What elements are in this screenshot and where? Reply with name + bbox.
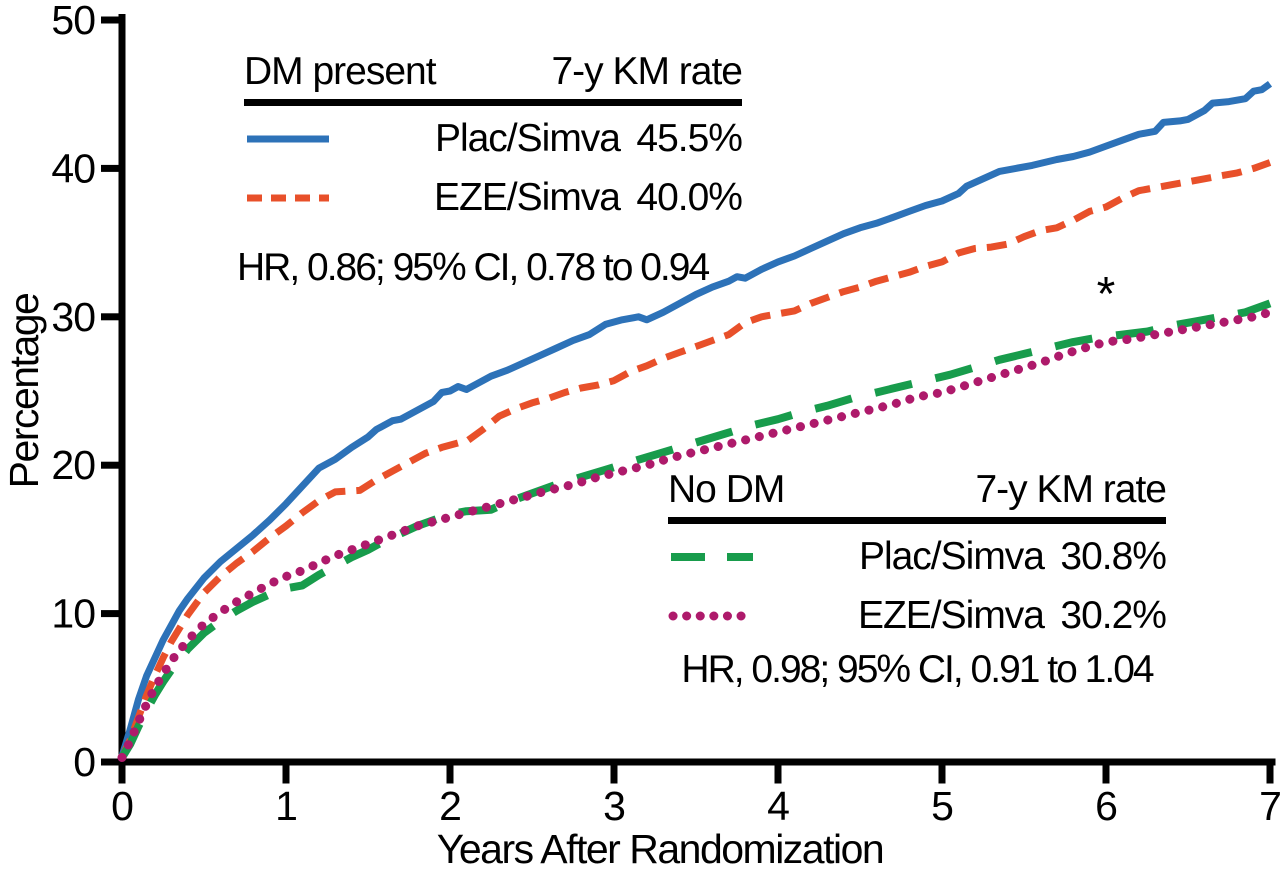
x-axis-line <box>118 758 1276 766</box>
hr-annotation-no-dm: HR, 0.98; 95% CI, 0.91 to 1.04 <box>681 648 1154 691</box>
legend-series-rate: 30.2% <box>1060 593 1167 637</box>
y-tick-label: 10 <box>51 591 95 637</box>
x-axis-tick <box>1102 765 1110 784</box>
km-curve-dm-present-eze-simva <box>118 159 1272 759</box>
y-axis-line <box>118 14 126 766</box>
long-dash-line-swatch-icon <box>671 552 753 561</box>
legend-series-label: Plac/Simva <box>434 116 621 160</box>
x-axis-tick <box>118 765 126 784</box>
legend-series-rate: 30.8% <box>1060 534 1167 578</box>
x-tick-label: 6 <box>1095 783 1117 829</box>
legend-row-dm-eze-simva: EZE/Simva 40.0% <box>244 171 743 224</box>
legend-series-label: EZE/Simva <box>857 593 1045 637</box>
x-tick-label: 1 <box>275 783 297 829</box>
y-axis-tick <box>101 758 122 766</box>
y-axis-tick <box>101 313 122 321</box>
dotted-line-swatch-icon <box>668 611 756 620</box>
x-tick-label: 2 <box>439 783 461 829</box>
x-tick-label: 7 <box>1259 783 1280 829</box>
x-axis-tick <box>1266 765 1274 784</box>
x-tick-label: 4 <box>767 783 789 829</box>
y-tick-label: 20 <box>51 442 95 488</box>
legend-dm-group-title: DM present <box>244 50 437 93</box>
legend-series-label: Plac/Simva <box>858 534 1045 578</box>
legend-nodm-rate-header: 7-y KM rate <box>975 468 1167 511</box>
legend-series-label: EZE/Simva <box>433 175 621 219</box>
x-tick-label: 3 <box>603 783 625 829</box>
legend-no-dm: No DM 7-y KM rate Plac/Simva 30.8% EZE/S… <box>668 468 1167 642</box>
significance-asterisk: * <box>1097 268 1116 321</box>
x-axis-tick <box>610 765 618 784</box>
x-axis-tick <box>446 765 454 784</box>
y-axis-tick <box>101 164 122 172</box>
legend-row-nodm-plac-simva: Plac/Simva 30.8% <box>668 530 1167 583</box>
km-curve-dm-present-plac-simva <box>118 80 1273 758</box>
hr-annotation-dm-present: HR, 0.86; 95% CI, 0.78 to 0.94 <box>237 246 710 289</box>
y-axis-tick <box>101 610 122 618</box>
legend-series-rate: 40.0% <box>636 175 743 219</box>
y-tick-label: 0 <box>73 739 95 785</box>
y-axis-tick <box>101 16 122 24</box>
x-axis-tick <box>938 765 946 784</box>
legend-nodm-group-title: No DM <box>668 468 785 511</box>
y-axis-title: Percentage <box>1 293 47 489</box>
legend-dm-present: DM present 7-y KM rate Plac/Simva 45.5% … <box>244 50 743 224</box>
x-axis-tick <box>774 765 782 784</box>
dashed-line-swatch-icon <box>247 194 329 201</box>
y-tick-label: 50 <box>51 0 95 43</box>
solid-line-swatch-icon <box>247 135 329 142</box>
x-tick-label: 0 <box>111 783 133 829</box>
legend-dm-rate-header: 7-y KM rate <box>551 50 743 93</box>
legend-series-rate: 45.5% <box>636 116 743 160</box>
x-tick-label: 5 <box>931 783 953 829</box>
y-tick-label: 30 <box>51 294 95 340</box>
x-axis-title: Years After Randomization <box>436 826 885 872</box>
legend-dm-header: DM present 7-y KM rate <box>244 50 743 106</box>
legend-row-dm-plac-simva: Plac/Simva 45.5% <box>244 112 743 165</box>
y-tick-label: 40 <box>51 145 95 191</box>
legend-nodm-header: No DM 7-y KM rate <box>668 468 1167 524</box>
legend-row-nodm-eze-simva: EZE/Simva 30.2% <box>668 589 1167 642</box>
y-axis-tick <box>101 461 122 469</box>
x-axis-tick <box>282 765 290 784</box>
